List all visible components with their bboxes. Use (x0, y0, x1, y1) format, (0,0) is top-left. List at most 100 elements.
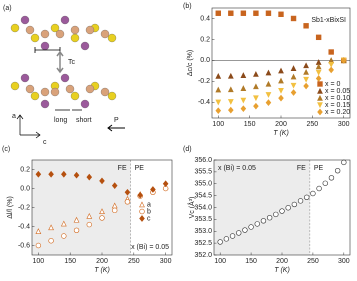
marker (334, 167, 341, 174)
marker (162, 180, 169, 188)
marker (304, 194, 310, 200)
axes-arrows (16, 114, 41, 139)
legend-label: x = 0.05 (325, 88, 350, 95)
marker (73, 216, 80, 223)
marker (48, 170, 54, 178)
marker (315, 63, 322, 70)
marker (266, 215, 273, 221)
marker (290, 65, 297, 71)
plot-frame (213, 159, 351, 256)
annotation: x (Bi) = 0.05 (131, 244, 169, 251)
marker (215, 10, 221, 16)
marker (61, 233, 67, 239)
polarization-label: P (114, 117, 119, 124)
y-tick-label: 354.5 (194, 192, 212, 199)
marker (137, 191, 143, 199)
marker (290, 15, 297, 22)
marker (229, 233, 236, 239)
x-tick-label: 250 (307, 121, 319, 128)
y-tick-label: -0.6 (18, 242, 30, 249)
y-tick-label: -0.2 (198, 78, 210, 85)
marker (310, 190, 316, 197)
marker (236, 230, 242, 236)
y-tick-label: 355.5 (194, 169, 212, 176)
y-axis-label: Vc (Å³) (187, 197, 196, 219)
marker (315, 75, 322, 82)
marker (341, 159, 347, 166)
marker (99, 215, 105, 221)
marker (278, 87, 284, 94)
y-tick-label: 352.5 (194, 240, 212, 247)
marker (253, 102, 259, 110)
x-tick-label: 100 (212, 121, 224, 128)
marker (61, 170, 67, 178)
marker (254, 221, 260, 227)
marker (278, 67, 284, 74)
x-tick-label: 300 (338, 258, 350, 265)
y-tick-label: 355.0 (194, 181, 212, 188)
y-tick-label: -0.2 (18, 204, 30, 211)
marker (112, 207, 118, 214)
legend-label: x = 0.15 (325, 102, 350, 109)
marker (315, 69, 322, 76)
x-tick-label: 100 (214, 258, 226, 265)
marker (260, 218, 267, 224)
marker (265, 80, 272, 87)
x-tick-label: 300 (338, 121, 350, 128)
marker (48, 224, 54, 231)
y-tick-label: -0.4 (198, 99, 210, 106)
marker (48, 238, 54, 244)
x-tick-label: 200 (276, 258, 288, 265)
marker (253, 95, 259, 102)
axis-a-label: a (12, 113, 16, 120)
marker (111, 182, 118, 189)
legend-marker (139, 208, 145, 215)
marker (242, 227, 248, 233)
y-tick-label: 0.0 (20, 185, 30, 192)
crystal-diagram: (a) Tc a c long (3, 5, 125, 146)
marker (124, 199, 131, 205)
marker (124, 188, 131, 196)
marker (150, 186, 156, 193)
x-axis-label: T (K) (274, 267, 290, 274)
marker (328, 49, 334, 55)
x-tick-label: 250 (307, 258, 319, 265)
marker (328, 175, 335, 181)
marker (273, 211, 279, 218)
x-tick-label: 100 (33, 258, 45, 265)
marker (278, 11, 284, 17)
marker (303, 23, 309, 29)
x-axis-label: T (K) (273, 130, 289, 137)
marker (253, 10, 259, 16)
marker (215, 73, 222, 79)
bond-short-label: short (76, 117, 92, 124)
marker (228, 106, 234, 114)
phase-label: FE (118, 165, 127, 172)
marker (303, 62, 309, 69)
marker (316, 185, 322, 192)
x-tick-label: 150 (64, 258, 76, 265)
legend-marker (139, 201, 145, 208)
x-axis-label: T (K) (94, 267, 110, 274)
legend-marker (139, 215, 145, 222)
y-tick-label: 352.0 (194, 252, 212, 259)
panel-label: (d) (183, 146, 192, 153)
marker (278, 77, 284, 84)
marker (60, 220, 67, 227)
y-tick-label: 0.4 (200, 15, 210, 22)
phase-label: PE (314, 165, 324, 172)
transition-label: Tc (68, 59, 76, 66)
plot-frame (31, 159, 173, 256)
y-tick-label: 0.2 (200, 36, 210, 43)
marker (217, 239, 223, 245)
marker (215, 107, 222, 115)
marker (240, 85, 247, 91)
marker (265, 92, 272, 98)
marker (291, 201, 298, 208)
marker (86, 221, 92, 228)
marker (290, 73, 297, 80)
phase-label: FE (297, 165, 306, 172)
marker (328, 61, 335, 68)
marker (265, 99, 272, 106)
y-tick-label: 0.2 (20, 166, 30, 173)
